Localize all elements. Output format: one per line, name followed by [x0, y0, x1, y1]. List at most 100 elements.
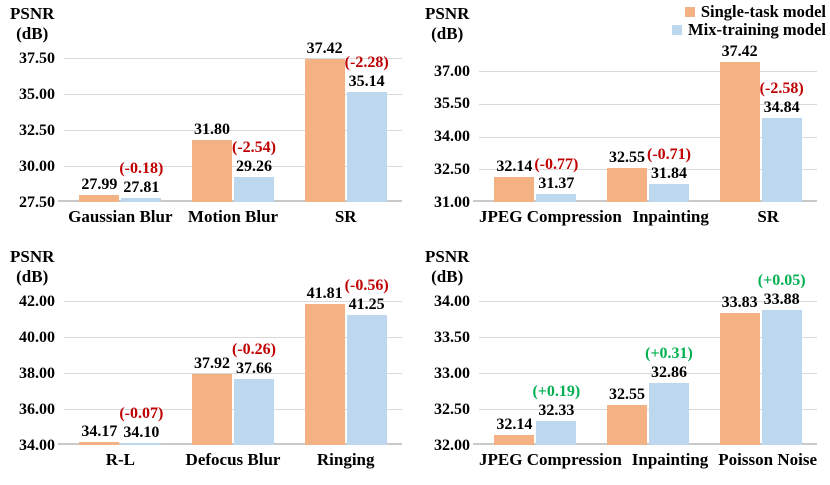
gridline — [479, 337, 817, 338]
value-label-single-task: 27.99 — [81, 175, 118, 193]
bar-mix-training: 27.81 (-0.18) — [119, 160, 163, 202]
value-label-mix-training: 41.25 — [348, 295, 385, 313]
bar-single-task: 41.81 — [304, 285, 345, 445]
bar-group: 33.83 33.88 (+0.05) — [704, 272, 817, 445]
bar-group: 34.17 34.10 (-0.07) — [64, 301, 177, 445]
bar-mix-training: 34.10 (-0.07) — [119, 405, 163, 445]
y-axis-title-line: (dB) — [16, 266, 49, 286]
value-label-mix-training: 34.84 — [763, 99, 800, 117]
y-tick-label: 35.00 — [19, 85, 55, 103]
value-label-single-task: 32.14 — [496, 158, 533, 176]
y-tick-label: 37.00 — [434, 62, 470, 80]
gridline — [64, 409, 402, 410]
gridline — [479, 136, 817, 138]
legend-label: Mix-training model — [688, 20, 826, 39]
x-category-labels: R-L Defocus Blur Ringing — [64, 450, 402, 470]
delta-label: (-2.58) — [759, 80, 804, 98]
bar-mix-training: 31.37 (-0.77) — [534, 156, 578, 202]
y-tick-label: 34.00 — [434, 292, 470, 310]
bar-groups: 34.17 34.10 (-0.07) 37.92 37.66 (-0.26) 41.81 4… — [64, 277, 402, 445]
mix-training-swatch — [672, 25, 683, 35]
y-axis-title-line: (dB) — [16, 23, 49, 43]
x-category-labels: JPEG Compression Inpainting SR — [479, 207, 817, 227]
y-tick-label: 42.00 — [19, 292, 55, 310]
value-label-mix-training: 31.84 — [651, 164, 687, 182]
gridline — [479, 169, 817, 171]
bar-single-task: 32.14 — [494, 158, 535, 202]
x-category-label: Defocus Blur — [185, 450, 281, 469]
y-tick-label: 32.50 — [19, 121, 55, 139]
delta-label: (-0.26) — [232, 341, 276, 359]
gridline — [479, 103, 817, 105]
delta-label: (-2.54) — [232, 138, 276, 156]
y-tick-label: 38.00 — [19, 364, 55, 382]
y-axis-title-line: PSNR — [10, 4, 55, 23]
gridline — [64, 337, 402, 338]
value-label-single-task: 31.80 — [194, 121, 230, 139]
delta-label: (-0.18) — [119, 159, 164, 177]
value-label-mix-training: 33.88 — [763, 290, 800, 308]
bar-mix-training: 29.26 (-2.54) — [232, 139, 276, 202]
bar-single-task: 37.92 — [192, 355, 232, 445]
y-tick-label: 35.50 — [434, 95, 470, 113]
bar-mix-training: 32.86 (+0.31) — [645, 345, 693, 445]
bar-single-task: 31.80 — [192, 121, 232, 202]
value-label-single-task: 37.42 — [306, 40, 343, 58]
y-tick-label: 33.50 — [434, 328, 470, 346]
gridline — [479, 373, 817, 374]
value-label-single-task: 32.55 — [609, 149, 645, 167]
bar-group: 37.42 35.14 (-2.28) — [289, 40, 402, 202]
bar-single-task: 33.83 — [719, 294, 760, 445]
legend-item: Single-task model — [672, 3, 826, 21]
value-label-single-task: 37.92 — [194, 355, 230, 373]
delta-label: (+0.05) — [757, 271, 806, 289]
single-task-swatch — [684, 7, 695, 17]
bar-groups: 32.14 31.37 (-0.77) 32.55 31.84 (-0.71) 37.42 3… — [479, 43, 817, 202]
y-tick-label: 27.50 — [19, 193, 55, 211]
gridline — [64, 130, 402, 131]
y-tick-label: 34.00 — [19, 436, 55, 454]
delta-label: (-0.71) — [647, 145, 691, 163]
y-axis-title: PSNR (dB) — [425, 4, 469, 43]
plot-area: 32.14 31.37 (-0.77) 32.55 31.84 (-0.71) 37.42 3… — [473, 43, 817, 202]
bar-mix-training: 31.84 (-0.71) — [647, 146, 691, 202]
value-label-mix-training: 32.86 — [651, 364, 687, 382]
value-label-mix-training: 31.37 — [538, 174, 575, 192]
bar-mix-training: 41.25 (-0.56) — [345, 277, 389, 445]
chart-panel-bottom-left: PSNR (dB) 34.00 36.00 38.00 40.00 42.00 34.17 34… — [0, 243, 415, 485]
y-tick-label: 40.00 — [19, 328, 55, 346]
value-label-single-task: 37.42 — [721, 42, 758, 60]
bar-group: 32.14 31.37 (-0.77) — [479, 58, 592, 202]
y-tick-label: 36.00 — [19, 400, 55, 418]
value-label-single-task: 41.81 — [306, 285, 343, 303]
bar-group: 32.55 31.84 (-0.71) — [592, 58, 705, 202]
y-tick-label: 30.00 — [19, 157, 55, 175]
chart-panel-top-left: PSNR (dB) 27.50 30.00 32.50 35.00 37.50 27.99 27… — [0, 0, 415, 242]
legend-label: Single-task model — [700, 2, 826, 21]
value-label-mix-training: 37.66 — [236, 360, 272, 378]
bar-mix-training: 37.66 (-0.26) — [232, 341, 276, 445]
value-label-single-task: 33.83 — [721, 294, 758, 312]
y-axis-title: PSNR (dB) — [425, 247, 469, 286]
x-category-label: Ringing — [316, 450, 375, 469]
y-axis-title-line: (dB) — [431, 23, 464, 43]
y-tick-label: 33.00 — [434, 364, 470, 382]
y-tick-label: 32.50 — [434, 400, 470, 418]
delta-label: (+0.31) — [645, 345, 693, 363]
bar-single-task: 32.55 — [607, 149, 647, 202]
gridline — [64, 301, 402, 302]
bar-groups: 32.14 32.33 (+0.19) 32.55 32.86 (+0.31) 33.83 3… — [479, 272, 817, 445]
chart-panel-top-right: PSNR (dB) 31.00 32.50 34.00 35.50 37.00 32.14 31… — [415, 0, 830, 242]
bar-single-task: 37.42 — [719, 43, 760, 202]
delta-label: (-0.07) — [119, 405, 164, 423]
value-label-single-task: 32.55 — [609, 386, 645, 404]
x-category-label: SR — [334, 207, 357, 226]
y-axis-title-line: PSNR — [425, 4, 470, 23]
bar-mix-training: 35.14 (-2.28) — [345, 54, 389, 202]
y-tick-label: 34.00 — [434, 128, 470, 146]
x-category-labels: JPEG Compression Inpainting Poisson Noise — [479, 450, 817, 470]
gridline — [64, 166, 402, 167]
plot-area: 27.99 27.81 (-0.18) 31.80 29.26 (-2.54) 37.42 3… — [58, 40, 402, 202]
bar-groups: 27.99 27.81 (-0.18) 31.80 29.26 (-2.54) 37.42 3… — [64, 40, 402, 202]
